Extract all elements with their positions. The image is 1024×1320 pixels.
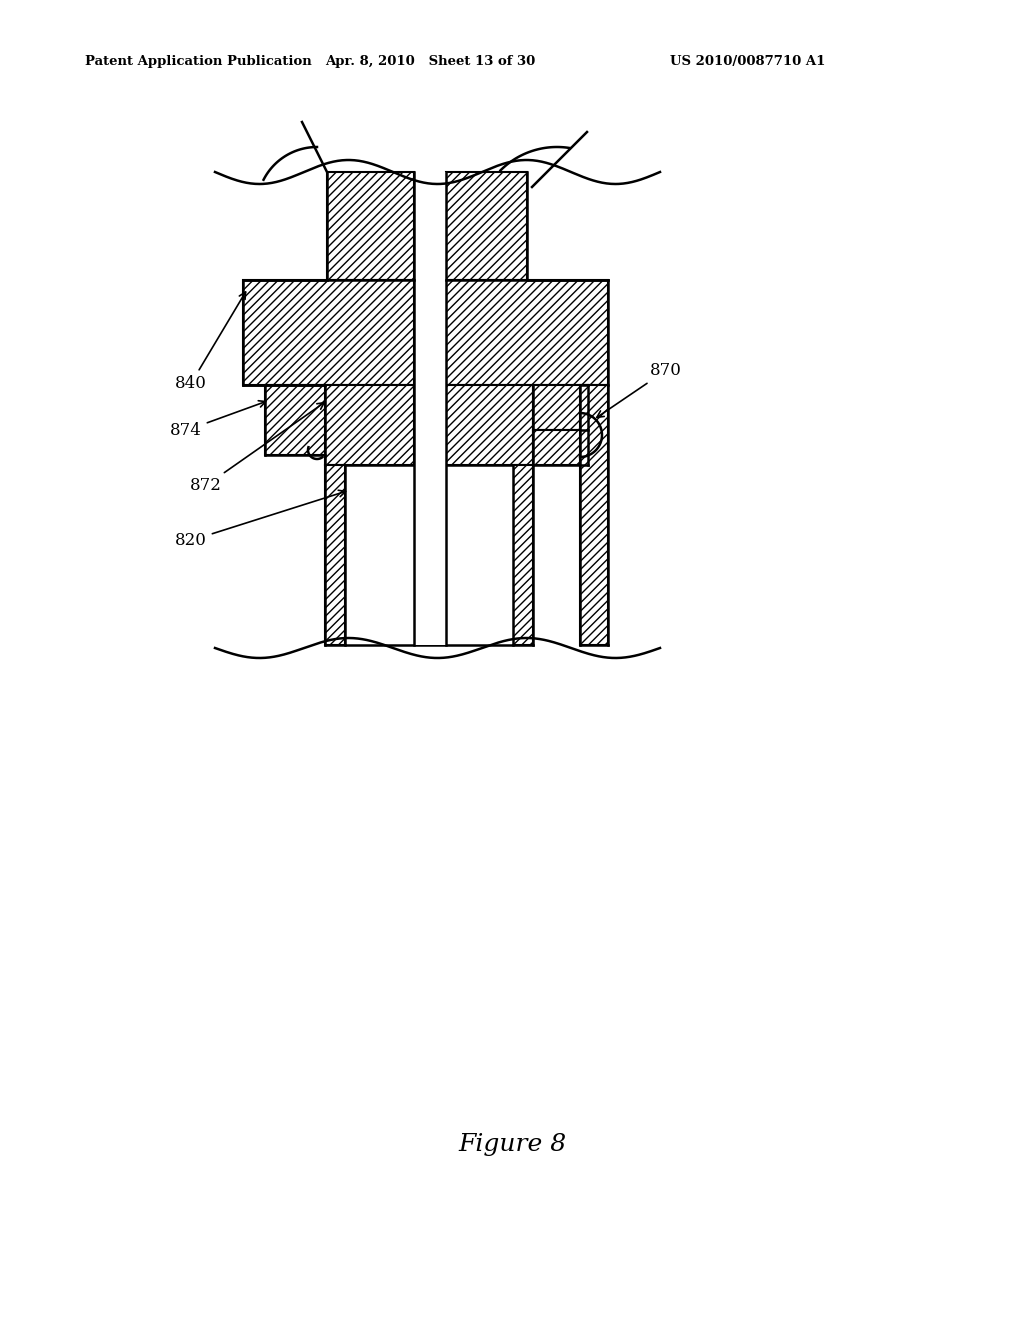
Text: 820: 820 <box>175 490 345 549</box>
Bar <box>446 172 527 280</box>
Text: 874: 874 <box>170 401 265 440</box>
Bar <box>327 172 414 280</box>
Bar <box>325 465 345 645</box>
Bar <box>446 385 534 465</box>
Bar <box>534 385 588 430</box>
Bar <box>243 280 414 385</box>
Bar <box>414 172 446 645</box>
Bar <box>446 280 608 385</box>
Bar <box>265 385 325 455</box>
Bar <box>580 385 608 645</box>
Bar <box>345 465 513 645</box>
Bar <box>325 385 414 465</box>
Bar <box>513 465 534 645</box>
Text: Patent Application Publication: Patent Application Publication <box>85 55 311 69</box>
Text: US 2010/0087710 A1: US 2010/0087710 A1 <box>670 55 825 69</box>
Text: Figure 8: Figure 8 <box>458 1134 566 1156</box>
Text: 872: 872 <box>190 403 325 494</box>
Text: Apr. 8, 2010   Sheet 13 of 30: Apr. 8, 2010 Sheet 13 of 30 <box>325 55 536 69</box>
Text: 840: 840 <box>175 292 246 392</box>
Text: 870: 870 <box>597 362 682 417</box>
Bar <box>534 430 588 465</box>
